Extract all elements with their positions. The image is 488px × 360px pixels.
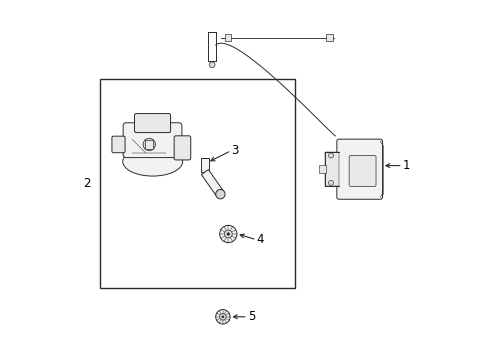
FancyBboxPatch shape [134,114,170,132]
Circle shape [219,225,237,243]
Bar [101,79,294,288]
Circle shape [209,62,215,68]
Bar [325,34,332,41]
FancyBboxPatch shape [112,136,125,153]
Circle shape [226,233,229,235]
Text: 3: 3 [231,144,239,157]
Circle shape [224,230,232,238]
Text: 4: 4 [256,233,264,246]
Circle shape [143,138,155,150]
Circle shape [215,310,230,324]
Circle shape [328,153,333,158]
Circle shape [328,180,333,185]
Ellipse shape [122,147,182,176]
Bar [224,34,231,41]
FancyBboxPatch shape [348,156,375,186]
Bar [145,140,153,149]
Polygon shape [325,152,338,186]
FancyBboxPatch shape [336,139,382,199]
Text: 2: 2 [83,177,90,190]
FancyBboxPatch shape [174,136,190,160]
Text: 1: 1 [402,159,409,172]
Text: 5: 5 [247,310,255,323]
Circle shape [215,189,224,199]
Circle shape [219,314,225,320]
Circle shape [221,315,224,318]
Bar [319,165,325,173]
Bar [200,158,209,172]
Polygon shape [201,170,224,197]
FancyBboxPatch shape [123,123,182,158]
